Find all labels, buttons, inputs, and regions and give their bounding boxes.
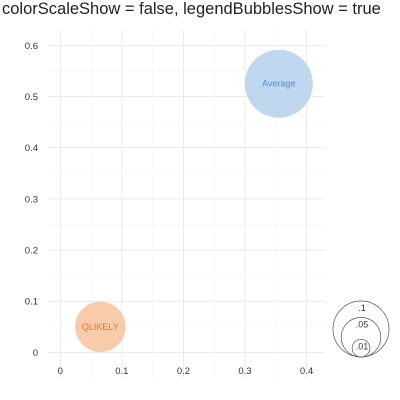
y-tick-label: 0.6 [25,41,38,52]
size-legend-label: .1 [358,303,366,313]
chart-title: colorScaleShow = false, legendBubblesSho… [2,0,381,18]
y-tick-label: 0.2 [25,246,38,257]
y-tick-label: 0 [33,348,38,359]
size-legend-circle [351,338,371,358]
bubbles: QLIKELY Average [75,49,313,353]
y-axis-ticks: 0 0.1 0.2 0.3 0.4 0.5 0.6 [25,41,38,359]
x-axis-ticks: 0 0.1 0.2 0.3 0.4 [58,366,313,377]
size-legend-label: .05 [356,319,369,329]
y-tick-label: 0.3 [25,194,38,205]
y-tick-label: 0.4 [25,143,38,154]
bubble-qlikely: QLIKELY [75,301,126,353]
bubble-circle [75,301,126,353]
x-tick-label: 0.2 [177,366,190,377]
x-tick-label: 0 [58,366,63,377]
x-tick-label: 0.4 [300,366,313,377]
bubble-average: Average [244,49,313,118]
size-legend-label: .01 [356,341,369,351]
size-legend: .1 .05 .01 [332,300,390,358]
size-legend-item: .01 [351,338,371,358]
y-tick-label: 0.5 [25,92,38,103]
bubble-circle [244,49,313,118]
x-tick-label: 0.1 [115,366,128,377]
x-tick-label: 0.3 [238,366,251,377]
bubble-label: Average [262,79,295,89]
y-tick-label: 0.1 [25,297,38,308]
bubble-label: QLIKELY [82,322,119,332]
